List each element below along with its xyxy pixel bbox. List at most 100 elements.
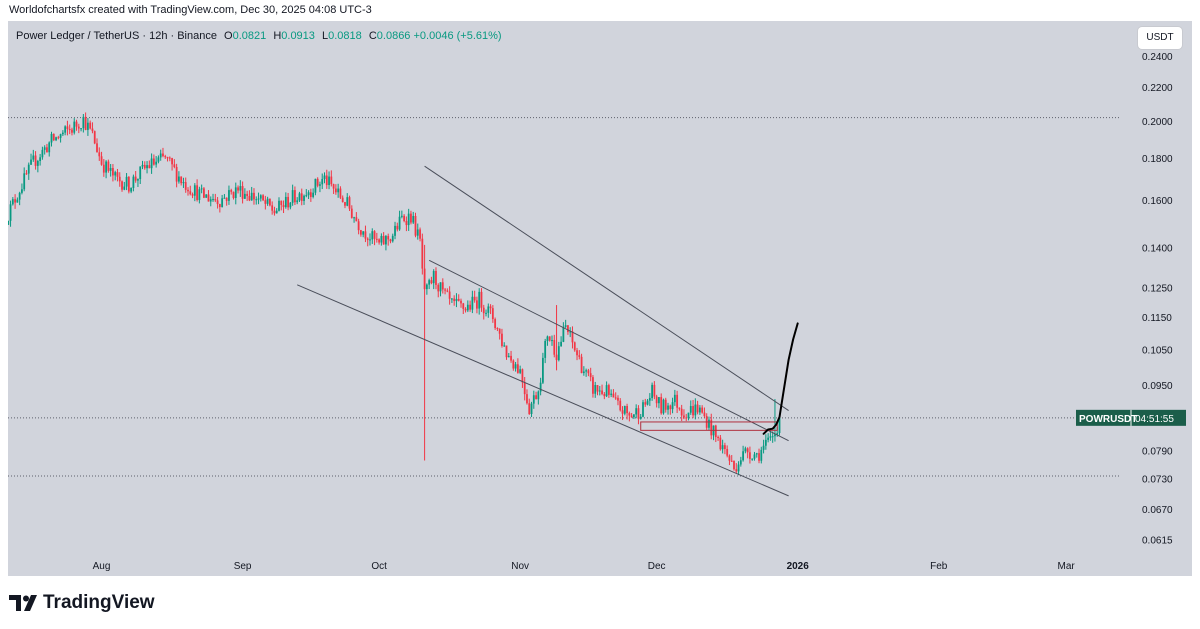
candle-body	[689, 406, 692, 413]
candle-body	[316, 178, 319, 186]
candle-body	[291, 190, 294, 203]
candle-body	[414, 215, 417, 236]
candle-body	[80, 128, 82, 130]
candle-body	[623, 406, 626, 414]
candle-body	[146, 165, 148, 169]
candle-body	[560, 341, 562, 347]
candle-body	[300, 193, 303, 201]
candle-body	[532, 395, 535, 404]
candle-body	[166, 157, 169, 159]
tradingview-logo-text: TradingView	[43, 592, 155, 613]
candle-body	[241, 186, 244, 199]
candle-body	[526, 394, 528, 404]
candle-body	[646, 400, 649, 405]
high-label: H	[273, 30, 282, 42]
close-value: 0.0866	[376, 30, 411, 42]
candle-body	[696, 404, 699, 413]
price-chart[interactable]: 0.2400 0.2200 0.2000 0.1800 0.1600 0.1400 0.12…	[8, 21, 1192, 576]
close-label: C	[368, 30, 377, 42]
candle-body	[134, 176, 137, 181]
candle-body	[728, 455, 731, 461]
candle-body	[91, 128, 94, 132]
candle-body	[14, 199, 16, 203]
candle-body	[516, 364, 519, 373]
candle-body	[587, 370, 590, 374]
trendline	[428, 259, 789, 442]
trendline	[297, 284, 789, 497]
candle-body	[41, 149, 44, 158]
candle-body	[23, 173, 26, 190]
candle-body	[571, 331, 574, 343]
candle-body	[173, 164, 176, 167]
tradingview-logo-icon	[9, 595, 37, 611]
candle-body	[193, 185, 196, 196]
candle-body	[651, 384, 653, 399]
candle-body	[77, 126, 80, 129]
candle-body	[109, 168, 112, 171]
candle-body	[601, 390, 603, 394]
candle-body	[282, 205, 285, 208]
candle-body	[350, 208, 353, 218]
candle-body	[8, 220, 10, 225]
candle-body	[87, 122, 89, 130]
candle-body	[380, 235, 383, 243]
candle-body	[667, 405, 669, 410]
candle-body	[225, 197, 228, 201]
candle-body	[749, 452, 751, 459]
candle-body	[514, 364, 517, 369]
candle-body	[769, 436, 772, 438]
currency-unit-button[interactable]: USDT	[1138, 27, 1182, 49]
candle-body	[764, 439, 767, 446]
candle-body	[382, 235, 385, 245]
chart-area[interactable]: 0.2400 0.2200 0.2000 0.1800 0.1600 0.1400 0.12…	[8, 21, 1192, 576]
projection-curve	[762, 322, 799, 435]
candle-body	[373, 231, 376, 239]
change-value: +0.0046 (+5.61%)	[413, 30, 502, 42]
price-tick-label: 0.0730	[1142, 474, 1173, 485]
candle-body	[607, 385, 610, 395]
candle-body	[498, 328, 501, 334]
candle-body	[375, 238, 378, 240]
candle-body	[298, 193, 301, 201]
candle-body	[125, 176, 128, 187]
candle-body	[16, 199, 19, 203]
candle-body	[175, 166, 178, 182]
candle-body	[182, 182, 185, 184]
candle-body	[369, 239, 371, 241]
candle-body	[721, 445, 724, 450]
candle-body	[34, 155, 37, 166]
candle-body	[737, 464, 740, 472]
candle-body	[573, 342, 576, 351]
candle-body	[237, 187, 239, 191]
candle-body	[364, 231, 367, 239]
ohlc-legend: Power Ledger / TetherUS · 12h · Binance …	[16, 30, 502, 42]
candle-body	[771, 436, 774, 438]
candle-body	[416, 229, 419, 236]
candle-body	[471, 296, 474, 310]
candle-body	[678, 407, 681, 409]
candle-body	[273, 210, 276, 214]
candle-body	[653, 384, 656, 397]
candle-body	[223, 197, 226, 199]
candle-body	[275, 210, 278, 214]
candle-body	[75, 121, 78, 127]
candle-body	[630, 415, 633, 418]
candle-body	[325, 175, 328, 186]
candle-body	[557, 346, 560, 361]
candle-body	[562, 326, 565, 342]
candle-body	[11, 199, 14, 205]
candle-body	[221, 198, 224, 208]
candle-body	[114, 172, 117, 176]
candle-body	[346, 197, 349, 206]
candle-body	[614, 397, 617, 399]
time-axis-bg	[8, 554, 1192, 576]
candle-body	[116, 172, 119, 177]
candle-body	[505, 345, 508, 358]
candle-body	[753, 454, 756, 459]
price-scale-bg	[1120, 21, 1192, 554]
candle-body	[751, 458, 754, 460]
candle-body	[569, 331, 572, 333]
candle-body	[635, 408, 638, 415]
candle-body	[510, 355, 512, 361]
candle-body	[344, 202, 346, 206]
